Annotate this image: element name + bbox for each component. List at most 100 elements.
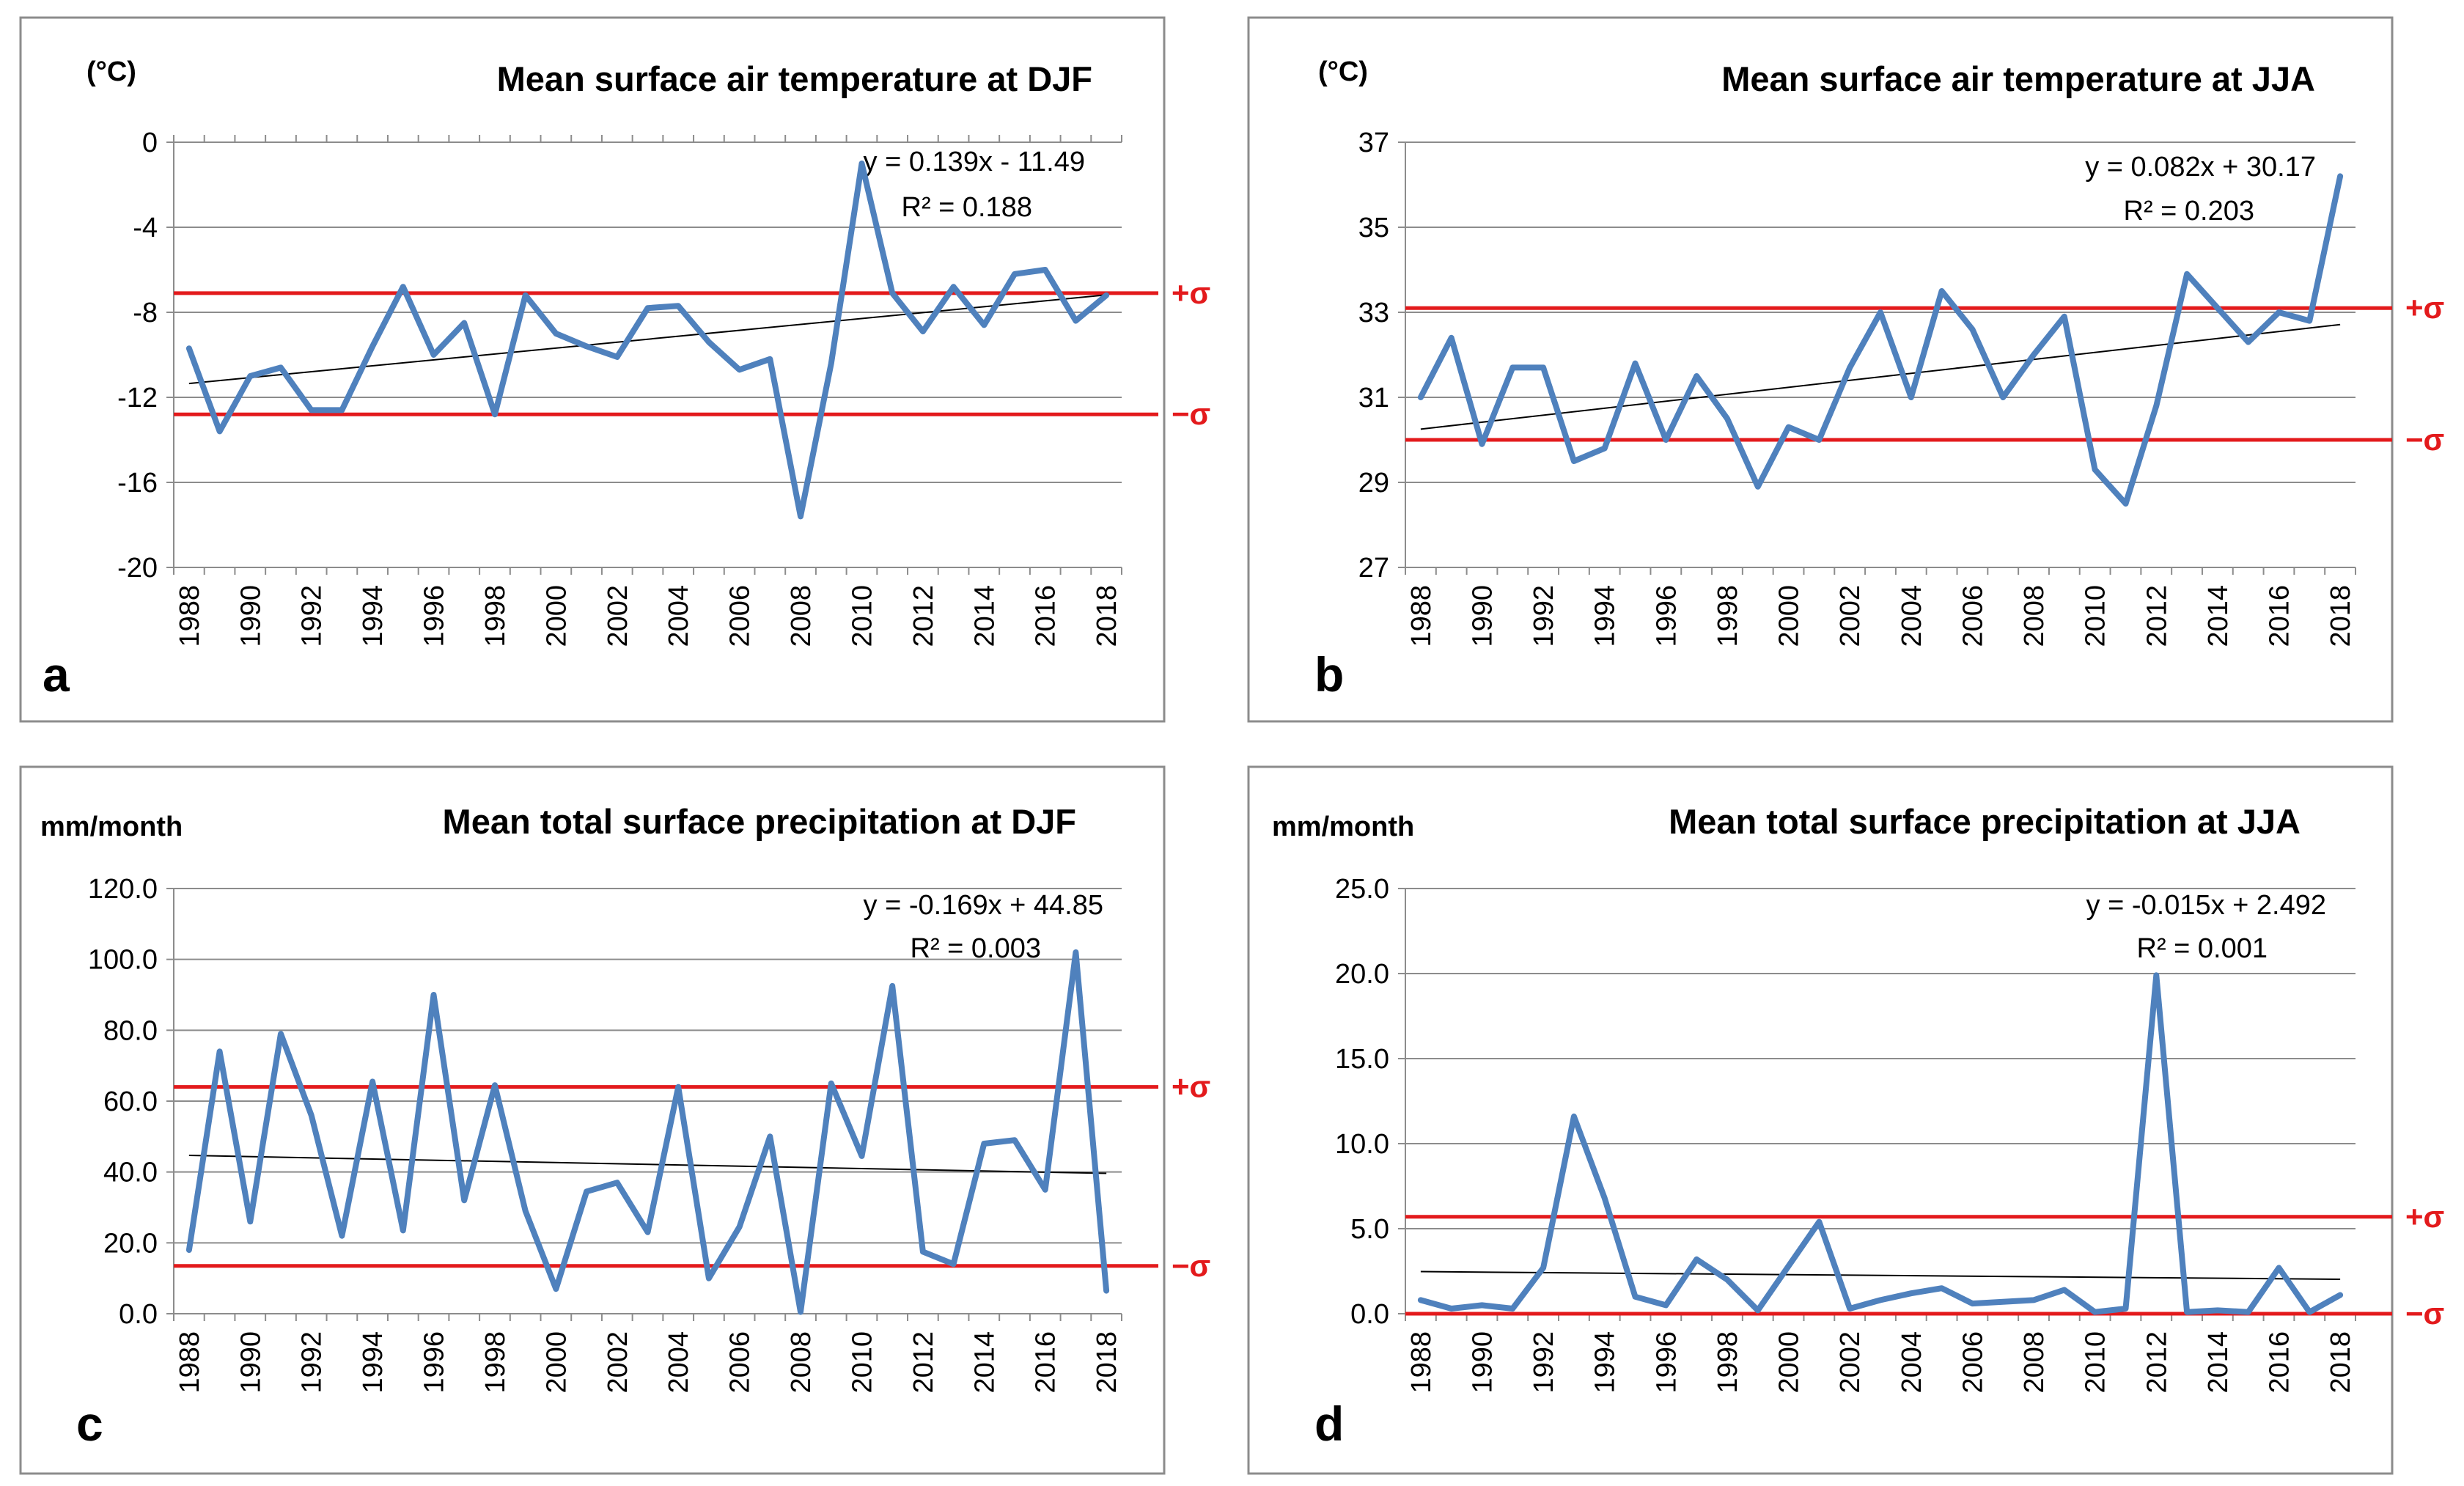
- trend-line: [188, 294, 1107, 385]
- x-tick-label: 1996: [419, 585, 450, 647]
- data-point: [2276, 1265, 2281, 1270]
- data-point: [1602, 1196, 1607, 1201]
- data-point: [1104, 1288, 1109, 1293]
- data-point: [2154, 973, 2159, 978]
- y-tick-label: -12: [117, 383, 158, 413]
- x-tick-label: 2016: [2264, 585, 2295, 647]
- x-tick-label: 1998: [1713, 1331, 1743, 1394]
- data-point: [2338, 1292, 2343, 1298]
- y-unit-label: (°C): [87, 56, 136, 87]
- x-tick-label: 2008: [2019, 1331, 2050, 1394]
- x-tick-label: 1988: [1406, 1331, 1437, 1394]
- data-point: [1042, 1187, 1048, 1192]
- x-tick-label: 1994: [1590, 1331, 1621, 1394]
- y-tick-label: 27: [1358, 553, 1389, 584]
- y-tick-label: 20.0: [1335, 959, 1389, 990]
- data-point: [1633, 1294, 1638, 1299]
- x-tick-label: 2004: [1897, 1331, 1927, 1394]
- data-point: [890, 290, 895, 295]
- data-point: [1541, 1265, 1546, 1270]
- x-tick-label: 2018: [2325, 585, 2356, 647]
- x-tick-label: 2014: [969, 585, 1000, 647]
- y-tick-label: 10.0: [1335, 1129, 1389, 1160]
- data-point: [2215, 1308, 2220, 1313]
- data-point: [1571, 1114, 1576, 1119]
- sigma-minus-label: −σ: [1172, 1248, 1210, 1283]
- data-point: [431, 353, 436, 357]
- data-point: [737, 1224, 742, 1229]
- data-point: [2154, 403, 2159, 408]
- y-unit-label: mm/month: [40, 812, 183, 842]
- x-tick-label: 2014: [2203, 1331, 2234, 1394]
- sigma-plus-label: +σ: [2405, 1199, 2444, 1234]
- data-point: [2001, 395, 2006, 400]
- data-point: [1510, 365, 1515, 370]
- data-point: [248, 374, 253, 378]
- x-tick-label: 1990: [1468, 585, 1498, 647]
- x-tick-label: 1996: [1651, 585, 1682, 647]
- chart-frame: [19, 16, 1166, 723]
- data-point: [1073, 950, 1078, 955]
- data-point: [523, 293, 528, 298]
- x-tick-label: 2008: [786, 1331, 817, 1394]
- data-point: [1908, 1291, 1913, 1296]
- x-tick-label: 2004: [1897, 585, 1927, 647]
- x-tick-label: 2016: [2264, 1331, 2295, 1394]
- x-tick-label: 1996: [419, 1331, 450, 1394]
- x-tick-label: 2012: [908, 1331, 939, 1394]
- data-point: [1663, 438, 1669, 442]
- data-point: [2062, 314, 2067, 319]
- sigma-plus-label: +σ: [2405, 290, 2444, 325]
- data-point: [2123, 501, 2128, 506]
- data-point: [309, 408, 314, 413]
- chart-panel-d: mm/month Mean total surface precipitatio…: [1247, 765, 2444, 1475]
- y-tick-label: 29: [1358, 468, 1389, 499]
- data-point: [554, 1287, 559, 1292]
- data-point: [462, 1198, 467, 1203]
- x-tick-label: 2010: [847, 1331, 878, 1394]
- data-point: [1694, 374, 1699, 378]
- y-tick-label: -4: [133, 213, 158, 243]
- x-tick-label: 1992: [1529, 585, 1559, 647]
- y-tick-label: 5.0: [1350, 1214, 1389, 1245]
- x-tick-label: 1990: [235, 1331, 266, 1394]
- data-point: [1939, 1286, 1944, 1291]
- data-point: [706, 1276, 711, 1281]
- trend-equation: y = -0.015x + 2.492: [2086, 890, 2326, 921]
- data-point: [1786, 424, 1791, 430]
- data-point: [1073, 318, 1078, 323]
- data-point: [1694, 1257, 1699, 1262]
- data-point: [2092, 467, 2097, 472]
- x-tick-label: 1992: [1529, 1331, 1559, 1394]
- data-point: [2185, 271, 2190, 276]
- data-point: [1817, 438, 1822, 442]
- x-tick-label: 2002: [1835, 585, 1866, 647]
- x-tick-label: 1988: [174, 1331, 205, 1394]
- x-tick-label: 1994: [358, 1331, 389, 1394]
- data-point: [584, 1189, 589, 1194]
- data-point: [768, 1134, 773, 1139]
- x-tick-label: 1988: [1406, 585, 1437, 647]
- chart-panel-b: (°C) Mean surface air temperature at JJA…: [1247, 16, 2444, 723]
- y-tick-label: 25.0: [1335, 874, 1389, 905]
- y-tick-label: 15.0: [1335, 1044, 1389, 1075]
- data-point: [2123, 1306, 2128, 1312]
- data-point: [737, 367, 742, 372]
- x-tick-label: 1992: [297, 1331, 328, 1394]
- data-point: [492, 412, 497, 417]
- data-point: [339, 1233, 345, 1238]
- y-tick-label: 31: [1358, 383, 1389, 413]
- data-point: [2185, 1309, 2190, 1314]
- data-point: [523, 1208, 528, 1213]
- data-point: [186, 1248, 191, 1252]
- x-tick-label: 1988: [174, 585, 205, 647]
- data-point: [1817, 1219, 1822, 1224]
- data-point: [1571, 459, 1576, 463]
- data-point: [645, 1229, 650, 1235]
- chart-title: Mean surface air temperature at DJF: [497, 59, 1092, 98]
- y-tick-label: 40.0: [103, 1158, 158, 1188]
- data-point: [370, 1079, 375, 1084]
- x-tick-label: 1994: [1590, 585, 1621, 647]
- data-point: [278, 365, 283, 370]
- x-tick-label: 1998: [1713, 585, 1743, 647]
